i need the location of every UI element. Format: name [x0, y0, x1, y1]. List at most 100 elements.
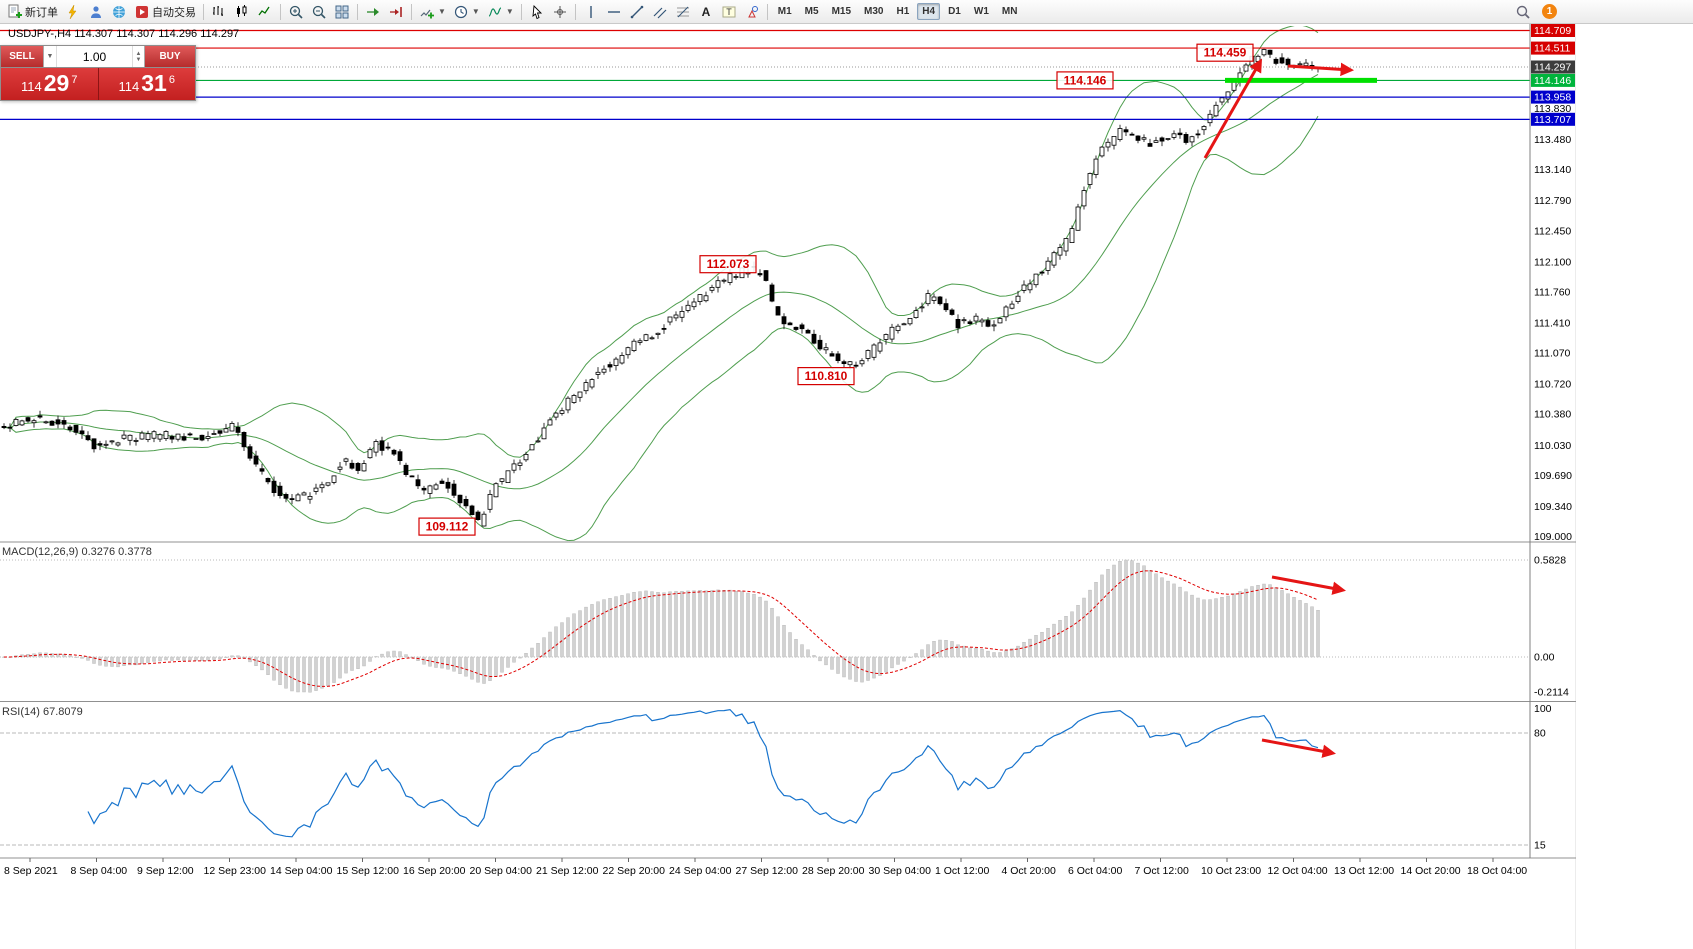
bars-icon [213, 5, 223, 16]
dropdown-arrow-icon[interactable]: ▼ [505, 7, 514, 16]
rsi-line [87, 708, 1319, 838]
timeframe-h4-button[interactable]: H4 [917, 3, 941, 20]
vertical-line-tool-button[interactable] [580, 1, 602, 22]
trend-arrow[interactable] [1287, 62, 1355, 77]
price-axis-highlight [1531, 41, 1575, 55]
toolbar-separator [357, 3, 358, 20]
timeframe-h1-button[interactable]: H1 [896, 6, 910, 17]
price-axis-highlight-text: 114.709 [1534, 25, 1571, 37]
timeframe-m15-button[interactable]: M15 [831, 6, 852, 17]
timeframe-m5-button[interactable]: M5 [804, 6, 819, 17]
time-axis[interactable]: 8 Sep 2021 8 Sep 04:00 9 Sep 12:00 12 Sep 2… [4, 858, 1527, 877]
volume-dropdown-icon[interactable]: ▼ [44, 46, 57, 67]
community-button[interactable] [85, 1, 107, 22]
channel-tool-button[interactable] [649, 1, 671, 22]
time-axis-label: 20 Sep 04:00 [470, 865, 533, 877]
trend-arrow[interactable] [1261, 738, 1336, 758]
fibo-icon [676, 6, 689, 17]
zoom-in-button[interactable] [285, 1, 307, 22]
price-label-text[interactable]: 114.459 [1204, 46, 1247, 60]
price-label-text[interactable]: 114.146 [1064, 73, 1107, 87]
time-axis-label: 6 Oct 04:00 [1068, 865, 1122, 877]
time-axis-label: 16 Sep 20:00 [403, 865, 466, 877]
vline-icon [590, 5, 592, 18]
line-chart-mode-button[interactable] [254, 1, 276, 22]
price-label-text[interactable]: 110.810 [805, 369, 848, 383]
timeframe-w1-button[interactable]: W1 [973, 6, 989, 17]
svg-text:A: A [701, 5, 710, 19]
timeframes-menu-button[interactable]: ▼ [450, 1, 483, 22]
indicators-menu-button[interactable]: ▼ [484, 1, 517, 22]
new-chart-button[interactable]: ▼ [416, 1, 449, 22]
dropdown-arrow-icon[interactable]: ▼ [438, 7, 446, 16]
sell-button[interactable]: SELL [1, 46, 43, 67]
macd-signal-line [4, 570, 1319, 687]
text-tool-button[interactable]: A [695, 1, 717, 22]
search-button[interactable] [1512, 1, 1534, 22]
chart-canvas[interactable]: 114.459 114.146 112.073 110.810 109.112 113.8… [0, 24, 1576, 882]
horizontal-line-tool-button[interactable] [603, 1, 625, 22]
timeframe-m1-button[interactable]: M1 [777, 6, 792, 17]
notification-badge[interactable]: 1 [1542, 4, 1557, 19]
price-label-box[interactable] [797, 367, 855, 386]
toolbar: 新订单 自动交易 ▼ ▼ ▼ A T M1 M5 M15 M30 H1 H4 D1 W1 MN 1 [0, 0, 1693, 24]
chart-objects[interactable] [0, 29, 1530, 120]
price-axis-highlight-text: 113.958 [1534, 92, 1571, 104]
buy-price-pips: 31 [141, 70, 167, 96]
buy-price[interactable]: 114 31 6 [99, 68, 196, 100]
price-label-box[interactable] [418, 517, 476, 536]
tile-windows-button[interactable] [331, 1, 353, 22]
label-tool-button[interactable]: T [718, 1, 740, 22]
zoom-out-button[interactable] [308, 1, 330, 22]
market-button[interactable] [108, 1, 130, 22]
rsi-panel [0, 708, 1530, 846]
price-label-text[interactable]: 112.073 [707, 257, 750, 271]
sell-price-point: 7 [71, 74, 78, 86]
spin-up-icon[interactable]: ▲ [135, 50, 142, 57]
price-axis-highlight [1531, 24, 1575, 37]
price-axis[interactable]: 113.830 113.480 113.140 112.790 112.450 112.1… [1529, 24, 1575, 858]
price-label-text[interactable]: 109.112 [426, 520, 469, 534]
sell-price[interactable]: 114 29 7 [1, 68, 98, 100]
rsi-axis-tick: 100 [1534, 703, 1552, 715]
algo-trading-button[interactable]: 自动交易 [131, 1, 199, 22]
cursor-icon [532, 4, 542, 19]
dropdown-arrow-icon[interactable]: ▼ [471, 7, 480, 16]
price-axis-tick: 110.030 [1534, 440, 1571, 452]
toolbar-separator [203, 3, 204, 20]
timeframe-d1-button[interactable]: D1 [948, 6, 961, 17]
time-axis-label: 18 Oct 04:00 [1467, 865, 1527, 877]
main-chart-area[interactable] [1, 25, 1321, 541]
expert-advisors-button[interactable] [62, 1, 84, 22]
price-axis-tick: 112.790 [1534, 195, 1571, 207]
price-label-box[interactable] [1196, 43, 1254, 62]
price-axis-highlight [1531, 60, 1575, 74]
bar-chart-mode-button[interactable] [208, 1, 230, 22]
cursor-tool-button[interactable] [526, 1, 548, 22]
shapes-tool-button[interactable] [741, 1, 763, 22]
trendline-tool-button[interactable] [626, 1, 648, 22]
price-axis-tick: 111.410 [1534, 317, 1571, 329]
volume-value[interactable]: 1.00 [82, 49, 107, 64]
chart-shift-button[interactable] [385, 1, 407, 22]
timeframe-m30-button[interactable]: M30 [864, 6, 884, 17]
price-label-box[interactable] [1056, 71, 1114, 90]
trend-arrow[interactable] [1203, 58, 1263, 159]
auto-scroll-button[interactable] [362, 1, 384, 22]
volume-input[interactable]: ▼ 1.00 ▲ ▼ [43, 46, 145, 67]
zoom-in-icon [289, 5, 303, 19]
candlestick-mode-button[interactable] [231, 1, 253, 22]
new-order-button[interactable]: 新订单 [4, 1, 61, 22]
buy-button[interactable]: BUY [145, 46, 195, 67]
fibonacci-tool-button[interactable] [672, 1, 694, 22]
bollinger-lower-band [3, 115, 1319, 541]
annotations[interactable]: 114.459 114.146 112.073 110.810 109.112 [418, 43, 1355, 758]
price-axis-tick: 110.720 [1534, 379, 1571, 391]
spin-down-icon[interactable]: ▼ [135, 56, 142, 63]
timeframe-mn-button[interactable]: MN [1001, 6, 1018, 17]
trend-arrow[interactable] [1271, 575, 1346, 595]
crosshair-tool-button[interactable] [549, 1, 571, 22]
price-label-box[interactable] [699, 255, 757, 274]
volume-spinner[interactable]: ▲ ▼ [132, 46, 144, 67]
time-axis-label: 10 Oct 23:00 [1201, 865, 1261, 877]
